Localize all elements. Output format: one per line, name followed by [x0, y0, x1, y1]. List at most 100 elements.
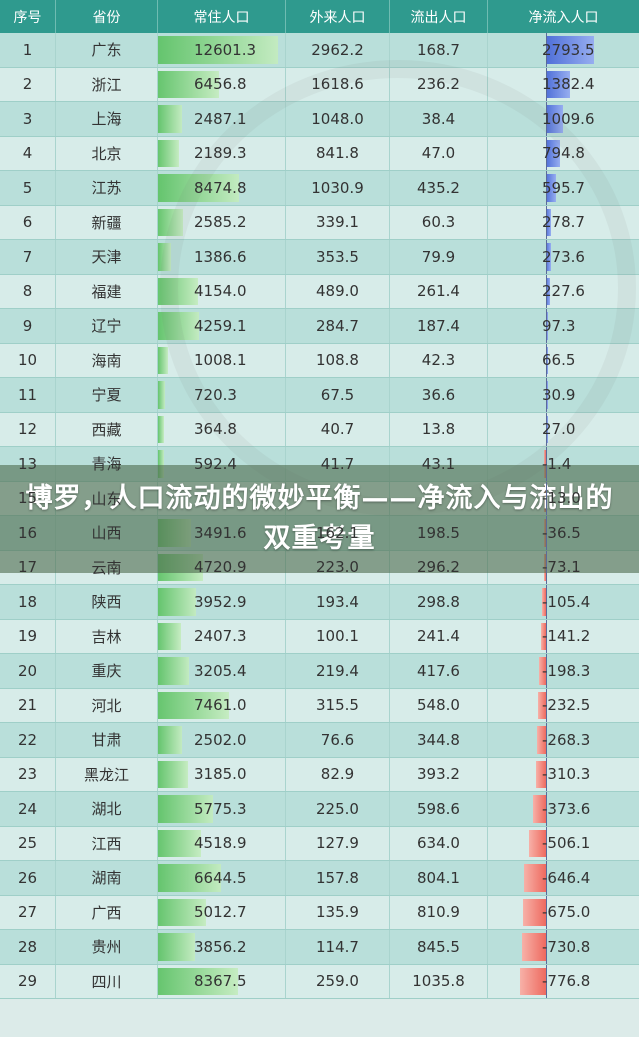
- net-axis: [546, 964, 547, 998]
- outflow-cell-text: 845.5: [417, 937, 460, 956]
- net-cell: 794.8: [488, 136, 639, 170]
- outsiders-cell: 114.7: [286, 930, 390, 964]
- resident-cell-text: 720.3: [194, 385, 237, 404]
- province-cell: 四川: [56, 964, 158, 998]
- rank-cell: 7: [0, 240, 56, 274]
- table-row: 26 湖南 6644.5 157.8 804.1 -646.4: [0, 861, 639, 896]
- rank-cell: 8: [0, 274, 56, 308]
- rank-cell: 11: [0, 378, 56, 412]
- resident-cell-text: 4518.9: [194, 834, 247, 853]
- outsiders-cell-text: 339.1: [316, 213, 359, 232]
- net-cell: 1382.4: [488, 67, 639, 101]
- resident-bar: [158, 691, 230, 719]
- resident-cell: 2189.3: [158, 136, 286, 170]
- outflow-cell: 36.6: [390, 378, 488, 412]
- net-axis: [546, 654, 547, 688]
- resident-bar: [158, 864, 222, 892]
- net-cell: 30.9: [488, 378, 639, 412]
- net-value: -141.2: [542, 627, 591, 646]
- net-cell: -730.8: [488, 930, 639, 964]
- rank-cell: 5: [0, 171, 56, 205]
- table-row: 4 北京 2189.3 841.8 47.0 794.8: [0, 136, 639, 171]
- net-cell: 278.7: [488, 205, 639, 239]
- resident-bar: [158, 208, 183, 236]
- rank-cell: 3: [0, 102, 56, 136]
- resident-cell-text: 3185.0: [194, 765, 247, 784]
- outflow-cell: 393.2: [390, 757, 488, 791]
- outflow-cell: 168.7: [390, 33, 488, 67]
- resident-cell: 3205.4: [158, 654, 286, 688]
- province-cell: 黑龙江: [56, 757, 158, 791]
- table-row: 28 贵州 3856.2 114.7 845.5 -730.8: [0, 930, 639, 965]
- rank-cell-text: 1: [22, 40, 33, 59]
- outflow-cell: 548.0: [390, 688, 488, 722]
- outsiders-cell: 1618.6: [286, 67, 390, 101]
- resident-cell: 6456.8: [158, 67, 286, 101]
- resident-cell: 5775.3: [158, 792, 286, 826]
- outsiders-cell-text: 1030.9: [311, 178, 364, 197]
- province-cell-text: 湖南: [91, 869, 122, 888]
- resident-cell-text: 5012.7: [194, 903, 247, 922]
- resident-bar: [158, 174, 239, 202]
- net-value: 1009.6: [542, 109, 595, 128]
- outsiders-cell: 339.1: [286, 205, 390, 239]
- outsiders-cell: 40.7: [286, 412, 390, 446]
- resident-cell: 3952.9: [158, 585, 286, 619]
- rank-cell: 19: [0, 619, 56, 653]
- header-rank: 序号: [0, 0, 56, 33]
- resident-cell: 12601.3: [158, 33, 286, 67]
- resident-bar: [158, 36, 278, 64]
- resident-cell-text: 4720.9: [194, 558, 247, 577]
- outsiders-cell: 225.0: [286, 792, 390, 826]
- outflow-cell-text: 79.9: [421, 247, 456, 266]
- outsiders-cell-text: 82.9: [320, 765, 355, 784]
- province-cell: 青海: [56, 447, 158, 481]
- outsiders-cell-text: 225.0: [316, 799, 359, 818]
- resident-bar: [158, 657, 189, 685]
- outsiders-cell-text: 315.5: [316, 696, 359, 715]
- table-row: 19 吉林 2407.3 100.1 241.4 -141.2: [0, 619, 639, 654]
- resident-bar: [158, 70, 220, 98]
- resident-bar: [158, 415, 164, 443]
- province-cell-text: 山东: [91, 489, 122, 508]
- province-cell: 新疆: [56, 205, 158, 239]
- outflow-cell-text: 187.4: [417, 316, 460, 335]
- net-cell: -268.3: [488, 723, 639, 757]
- net-bar: [546, 312, 548, 340]
- net-cell: -141.2: [488, 619, 639, 653]
- net-value: -105.4: [542, 592, 591, 611]
- net-value: -198.3: [542, 661, 591, 680]
- outflow-cell-text: 198.5: [417, 523, 460, 542]
- province-cell-text: 云南: [91, 558, 122, 577]
- outflow-cell-text: 344.8: [417, 730, 460, 749]
- net-value: 97.3: [542, 316, 576, 335]
- net-bar: [544, 450, 546, 478]
- resident-cell: 3856.2: [158, 930, 286, 964]
- rank-cell-text: 22: [17, 730, 38, 749]
- resident-cell: 2407.3: [158, 619, 286, 653]
- net-bar: [546, 105, 564, 133]
- rank-cell-text: 26: [17, 868, 38, 887]
- rank-cell: 10: [0, 343, 56, 377]
- net-axis: [546, 516, 547, 550]
- table-row: 7 天津 1386.6 353.5 79.9 273.6: [0, 240, 639, 275]
- rank-cell: 13: [0, 447, 56, 481]
- net-cell: 27.0: [488, 412, 639, 446]
- resident-bar: [158, 450, 164, 478]
- outsiders-cell-text: 353.5: [316, 247, 359, 266]
- rank-cell-text: 16: [17, 523, 38, 542]
- resident-bar: [158, 588, 196, 616]
- outsiders-cell-text: 114.7: [316, 937, 359, 956]
- net-bar: [546, 381, 548, 409]
- net-value: 66.5: [542, 351, 576, 370]
- resident-cell-text: 1008.1: [194, 351, 247, 370]
- province-cell: 海南: [56, 343, 158, 377]
- net-value: -776.8: [542, 972, 591, 991]
- net-cell: 1009.6: [488, 102, 639, 136]
- rank-cell: 22: [0, 723, 56, 757]
- net-axis: [546, 205, 547, 239]
- outflow-cell: 1035.8: [390, 964, 488, 998]
- rank-cell-text: 19: [17, 627, 38, 646]
- outflow-cell-text: 417.6: [417, 661, 460, 680]
- resident-cell-text: 8367.5: [194, 972, 247, 991]
